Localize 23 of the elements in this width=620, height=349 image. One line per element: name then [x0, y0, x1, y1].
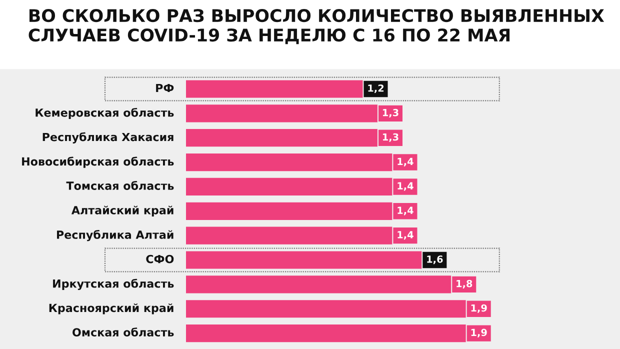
y-tick-label: СФО — [146, 254, 174, 264]
data-label: 1,2 — [368, 84, 384, 94]
data-label: 1,3 — [382, 108, 398, 118]
y-tick-label: Алтайский край — [71, 206, 174, 217]
data-label: 1,8 — [456, 280, 472, 288]
y-tick-label: Красноярский край — [49, 303, 174, 314]
data-label: 1,6 — [427, 255, 443, 264]
y-tick-label: Республика Алтай — [57, 230, 174, 242]
y-tick-label: Новосибирская область — [22, 156, 174, 168]
y-tick-label: Кемеровская область — [36, 108, 174, 119]
data-label: 1,3 — [382, 133, 398, 142]
y-tick-label: Республика Хакасия — [42, 132, 174, 144]
y-tick-label: Омская область — [72, 328, 174, 337]
y-tick-label: РФ — [156, 84, 174, 92]
chart-title: ВО СКОЛЬКО РАЗ ВЫРОСЛО КОЛИЧЕСТВО ВЫЯВЛЕННЫХ СЛУЧАЕВ COVID-19 ЗА НЕДЕЛЮ С 16 ПО 22 МАЯ — [28, 9, 604, 44]
data-label: 1,4 — [398, 182, 414, 191]
data-label: 1,4 — [398, 158, 414, 166]
y-tick-label: Томская область — [66, 180, 174, 190]
data-label: 1,9 — [471, 304, 487, 313]
y-tick-label: Иркутская область — [53, 278, 174, 290]
data-label: 1,4 — [398, 231, 414, 240]
data-label: 1,9 — [471, 328, 487, 338]
data-label: 1,4 — [398, 206, 414, 216]
